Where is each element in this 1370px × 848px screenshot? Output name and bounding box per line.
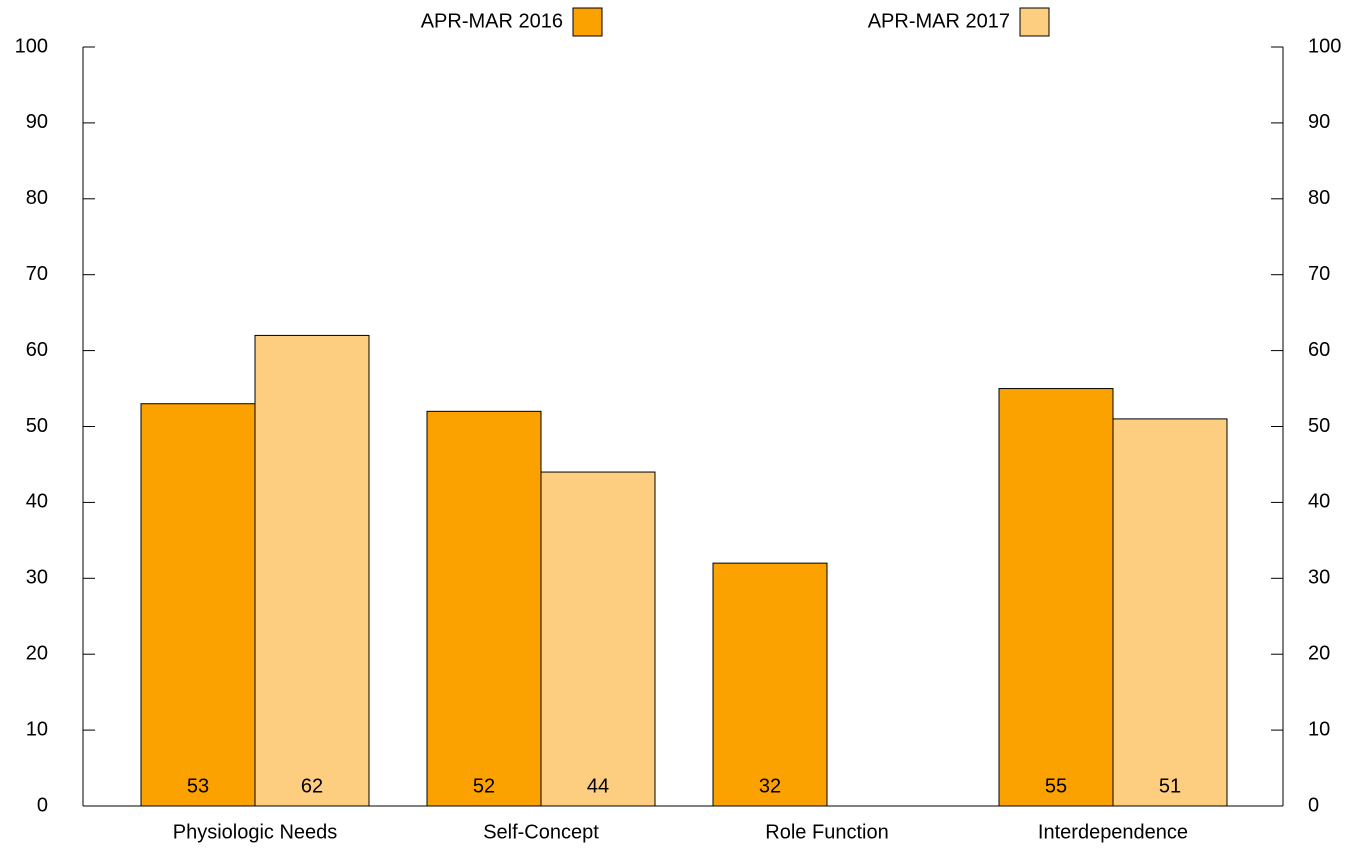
bar <box>1112 418 1228 807</box>
y2-tick-label: 50 <box>1308 415 1330 437</box>
x-tick-label: Physiologic Needs <box>173 821 338 843</box>
bar <box>140 403 256 807</box>
y2-tick-label: 60 <box>1308 339 1330 361</box>
y-tick-label: 20 <box>26 642 48 664</box>
y2-tick-label: 30 <box>1308 567 1330 589</box>
legend-label: APR-MAR 2017 <box>868 10 1010 32</box>
data-label: 51 <box>1159 775 1181 797</box>
y2-tick-label: 20 <box>1308 642 1330 664</box>
bar <box>426 410 542 807</box>
legend-swatch <box>572 7 603 37</box>
data-label: 62 <box>301 775 323 797</box>
y-tick-label: 50 <box>26 415 48 437</box>
y2-tick-label: 90 <box>1308 111 1330 133</box>
y-tick-label: 0 <box>37 794 48 816</box>
data-label: 55 <box>1045 775 1067 797</box>
legend-swatch <box>1019 7 1050 37</box>
y2-tick-label: 10 <box>1308 718 1330 740</box>
y2-tick-label: 40 <box>1308 491 1330 513</box>
y-tick-label: 80 <box>26 187 48 209</box>
y-tick-label: 70 <box>26 263 48 285</box>
legend-label: APR-MAR 2016 <box>421 10 563 32</box>
data-label: 44 <box>587 775 609 797</box>
y-tick-label: 30 <box>26 567 48 589</box>
y2-tick-label: 100 <box>1308 35 1341 57</box>
y-tick-label: 90 <box>26 111 48 133</box>
x-tick-label: Role Function <box>765 821 888 843</box>
x-tick-label: Self-Concept <box>483 821 599 843</box>
data-label: 32 <box>759 775 781 797</box>
x-tick-label: Interdependence <box>1038 821 1188 843</box>
data-label: 53 <box>187 775 209 797</box>
y-tick-label: 100 <box>15 35 48 57</box>
bar <box>712 562 828 807</box>
y-tick-label: 60 <box>26 339 48 361</box>
bar <box>254 334 370 807</box>
bar <box>540 471 656 807</box>
y2-tick-label: 80 <box>1308 187 1330 209</box>
y-tick-label: 40 <box>26 491 48 513</box>
data-label: 52 <box>473 775 495 797</box>
bar <box>998 388 1114 807</box>
y2-tick-label: 0 <box>1308 794 1319 816</box>
y-tick-label: 10 <box>26 718 48 740</box>
y2-tick-label: 70 <box>1308 263 1330 285</box>
